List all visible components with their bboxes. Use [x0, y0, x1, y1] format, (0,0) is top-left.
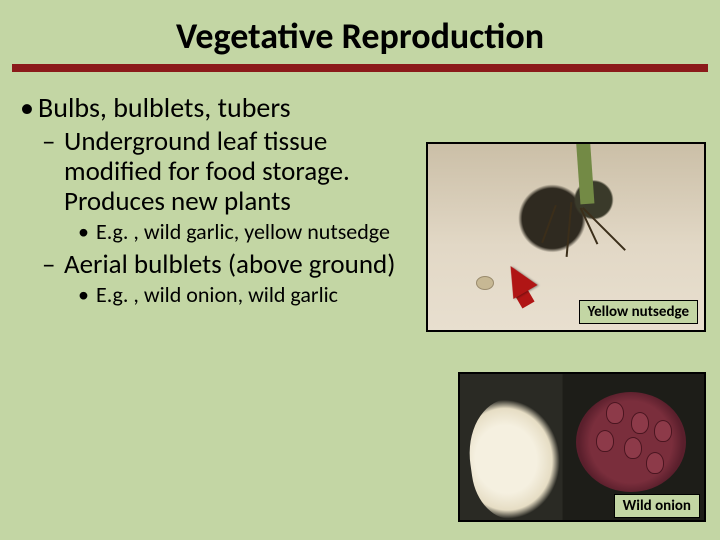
- bullet-text: E.g. , wild onion, wild garlic: [96, 281, 338, 308]
- bullet-text: Bulbs, bulblets, tubers: [38, 90, 291, 125]
- plant-root: [566, 202, 573, 257]
- bulblet: [654, 420, 672, 442]
- tuber: [476, 276, 494, 290]
- bulblet-cluster: [576, 392, 686, 492]
- bullet-lvl3-eg-nutsedge: • E.g. , wild garlic, yellow nutsedge: [38, 220, 408, 245]
- bullet-marker: •: [20, 90, 34, 125]
- bullet-lvl1: • Bulbs, bulblets, tubers: [38, 90, 720, 125]
- bulblet: [606, 402, 624, 424]
- bulblet: [646, 452, 664, 474]
- bullet-lvl2-underground: – Underground leaf tissue modified for f…: [38, 127, 418, 218]
- onion-bulb: [462, 392, 568, 522]
- slide-title: Vegetative Reproduction: [0, 0, 720, 64]
- photo-label-nutsedge: Yellow nutsedge: [579, 300, 699, 324]
- bullet-text: E.g. , wild garlic, yellow nutsedge: [96, 218, 390, 245]
- photo-label-onion: Wild onion: [614, 494, 700, 518]
- photo-yellow-nutsedge: Yellow nutsedge: [426, 142, 706, 332]
- bullet-text: Underground leaf tissue modified for foo…: [64, 125, 350, 218]
- plant-root: [541, 205, 557, 243]
- dash-marker: –: [42, 127, 55, 157]
- bulblet: [631, 412, 649, 434]
- bulblet: [624, 437, 642, 459]
- photo-wild-onion: Wild onion: [458, 372, 706, 522]
- bullet-marker: •: [78, 220, 89, 245]
- title-underline: [12, 64, 708, 72]
- bulblet: [596, 430, 614, 452]
- bullet-text: Aerial bulblets (above ground): [64, 248, 395, 281]
- bullet-lvl3-eg-onion: • E.g. , wild onion, wild garlic: [38, 283, 478, 308]
- arrow-icon: [498, 259, 537, 299]
- bullet-marker: •: [78, 283, 89, 308]
- bullet-lvl2-aerial: – Aerial bulblets (above ground): [38, 250, 418, 280]
- dash-marker: –: [42, 250, 55, 280]
- plant-stem: [576, 142, 595, 204]
